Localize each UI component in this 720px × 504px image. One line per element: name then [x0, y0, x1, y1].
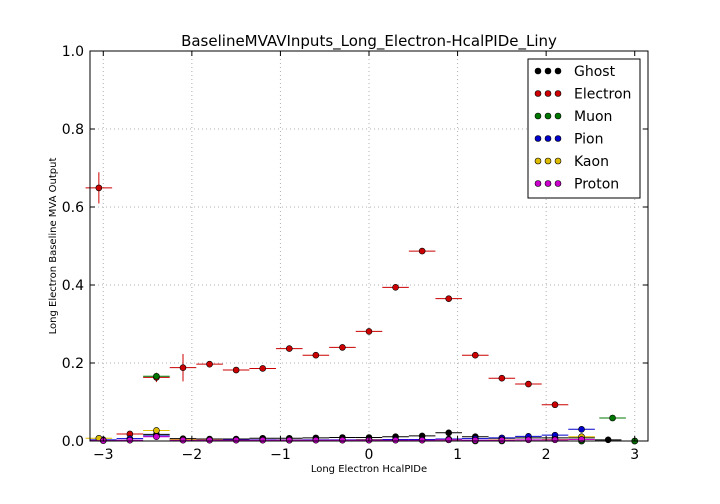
- y-tick-label: 0.2: [62, 356, 84, 372]
- x-tick-label: 1: [453, 447, 462, 463]
- legend-marker: [534, 135, 542, 142]
- legend-label: Pion: [574, 132, 603, 148]
- legend-marker: [534, 90, 542, 97]
- data-point: [312, 436, 320, 444]
- legend-marker: [534, 67, 542, 75]
- legend-marker: [554, 135, 562, 142]
- legend-marker: [544, 112, 552, 120]
- legend-marker: [554, 157, 562, 165]
- legend-box: [527, 58, 641, 199]
- y-tick-label: 1.0: [62, 44, 84, 60]
- legend-label: Kaon: [574, 154, 609, 170]
- data-point: [498, 374, 506, 382]
- legend-marker: [554, 180, 562, 187]
- legend-marker: [544, 157, 552, 165]
- data-point: [471, 351, 479, 359]
- x-axis-label: Long Electron HcalPIDe: [311, 464, 427, 475]
- data-point: [153, 433, 160, 441]
- data-point: [312, 351, 320, 359]
- data-point: [525, 436, 532, 444]
- data-point: [179, 364, 187, 371]
- chart-title: BaselineMVAVInputs_Long_Electron-HcalPID…: [181, 32, 557, 51]
- data-point: [365, 328, 373, 335]
- data-point: [551, 401, 559, 409]
- data-point: [445, 295, 453, 302]
- data-point: [206, 360, 213, 368]
- data-point: [339, 436, 346, 444]
- legend-marker: [534, 112, 542, 120]
- data-point: [578, 425, 585, 433]
- data-point: [604, 436, 612, 444]
- data-point: [95, 184, 103, 192]
- legend-marker: [544, 67, 552, 75]
- data-point: [232, 366, 240, 374]
- legend-marker: [544, 90, 552, 97]
- data-point: [179, 436, 187, 444]
- x-tick-label: 3: [630, 447, 639, 463]
- legend: Ghost Electron Muon Pion Kaon Proton: [527, 58, 641, 199]
- legend-label: Ghost: [574, 64, 616, 80]
- data-point: [392, 284, 399, 291]
- data-point: [525, 380, 532, 388]
- data-point: [392, 436, 399, 444]
- data-point: [445, 436, 453, 444]
- x-tick-label: 2: [542, 447, 551, 463]
- data-point: [471, 436, 479, 444]
- legend-marker: [544, 135, 552, 142]
- data-point: [232, 436, 240, 444]
- legend-label: Proton: [574, 177, 619, 193]
- data-point: [418, 436, 426, 444]
- y-tick-label: 0.8: [62, 122, 84, 138]
- legend-marker: [554, 112, 562, 120]
- data-point: [153, 427, 160, 434]
- data-point: [285, 436, 293, 444]
- x-tick-label: −2: [182, 447, 203, 463]
- legend-marker: [534, 180, 542, 187]
- legend-marker: [554, 67, 562, 75]
- y-tick-label: 0.4: [62, 278, 84, 294]
- data-point: [551, 436, 559, 444]
- legend-marker: [544, 180, 552, 187]
- data-point: [153, 372, 160, 380]
- data-point: [609, 414, 616, 422]
- data-point: [578, 436, 585, 443]
- data-point: [206, 436, 213, 444]
- data-point: [259, 365, 267, 372]
- data-point: [498, 436, 506, 444]
- x-tick-label: −3: [93, 447, 114, 463]
- data-point: [445, 429, 453, 437]
- y-tick-label: 0.6: [62, 200, 84, 216]
- legend-marker: [534, 157, 542, 165]
- x-tick-label: 0: [365, 447, 374, 463]
- series-electron: [85, 172, 595, 445]
- ticks: −3 −2 −1 0 1 2 3 0.0 0.2 0.4 0.6 0.8 1.0: [62, 44, 648, 463]
- y-axis-label: Long Electron Baseline MVA Output: [48, 158, 59, 335]
- legend-marker: [554, 90, 562, 97]
- data-point: [126, 436, 134, 444]
- data-point: [285, 345, 293, 352]
- x-tick-label: −1: [270, 447, 291, 463]
- data-point: [418, 247, 426, 255]
- legend-label: Muon: [574, 109, 612, 125]
- data-point: [259, 436, 267, 444]
- data-point: [339, 344, 346, 351]
- legend-label: Electron: [574, 87, 631, 103]
- y-tick-label: 0.0: [62, 434, 84, 450]
